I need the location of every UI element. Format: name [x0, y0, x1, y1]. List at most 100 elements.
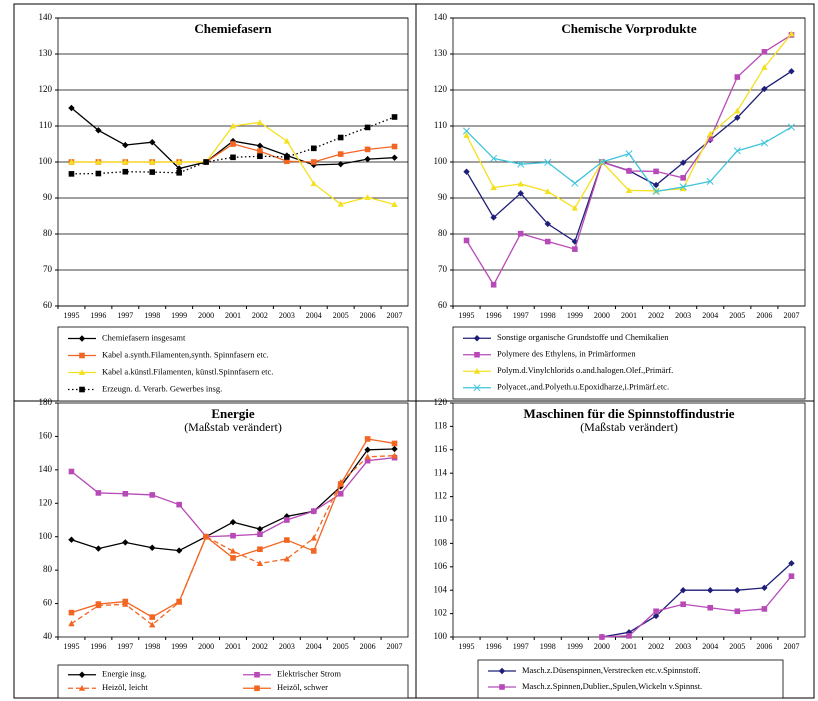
marker	[310, 534, 317, 541]
marker	[572, 246, 578, 252]
plot-area	[452, 402, 806, 638]
y-tick-label: 100	[434, 156, 448, 166]
x-tick-label: 2003	[279, 311, 295, 320]
y-tick-label: 90	[43, 192, 53, 202]
marker	[68, 104, 75, 112]
x-tick-label: 1997	[513, 642, 529, 651]
x-tick-label: 2001	[225, 642, 241, 651]
y-tick-label: 60	[43, 300, 53, 310]
x-tick-label: 2002	[252, 642, 268, 651]
marker	[122, 158, 129, 165]
marker	[79, 386, 85, 393]
marker	[473, 335, 481, 342]
marker	[68, 536, 75, 543]
x-tick-label: 2004	[306, 311, 322, 320]
y-tick-label: 104	[434, 584, 448, 594]
x-tick-label: 1996	[486, 642, 502, 651]
marker	[473, 384, 481, 392]
marker	[337, 481, 344, 487]
legend-label: Polym.d.Vinylchlorids o.and.halogen.Olef…	[497, 365, 673, 375]
x-tick-label: 2005	[333, 311, 349, 320]
marker	[284, 517, 290, 523]
y-tick-label: 116	[434, 444, 448, 454]
marker	[788, 573, 795, 579]
marker	[337, 200, 344, 207]
marker	[391, 114, 398, 120]
marker	[256, 525, 264, 533]
marker	[254, 685, 260, 692]
marker	[788, 68, 795, 75]
x-tick-label: 1996	[90, 311, 106, 320]
x-tick-label: 1997	[117, 311, 133, 320]
x-tick-label: 1995	[459, 311, 475, 320]
chart-title: Chemische Vorprodukte	[561, 21, 696, 36]
legend-label: Energie insg.	[102, 669, 147, 679]
marker	[517, 180, 524, 187]
y-tick-label: 100	[39, 531, 53, 541]
chart-title: Maschinen für die Spinnstoffindustrie	[523, 406, 734, 421]
marker	[652, 612, 660, 620]
y-tick-label: 100	[39, 156, 53, 166]
marker	[337, 490, 344, 497]
legend	[452, 326, 806, 400]
marker	[707, 130, 714, 137]
marker	[122, 141, 129, 149]
marker	[230, 532, 236, 539]
marker	[653, 168, 659, 175]
marker	[544, 188, 551, 195]
x-tick-label: 1996	[90, 642, 106, 651]
marker	[707, 604, 714, 611]
marker	[734, 107, 741, 114]
marker	[364, 453, 371, 460]
y-tick-label: 160	[39, 430, 53, 440]
marker	[787, 123, 796, 131]
marker	[229, 518, 237, 526]
x-tick-label: 1999	[567, 642, 583, 651]
y-tick-label: 118	[434, 420, 448, 430]
legend-label: Kabel a.synth.Filamenten,synth. Spinnfas…	[102, 349, 269, 359]
marker	[122, 539, 129, 546]
marker	[788, 30, 795, 37]
marker	[498, 667, 506, 675]
marker	[337, 160, 344, 168]
marker	[310, 145, 317, 152]
marker	[230, 555, 236, 561]
marker	[733, 147, 741, 155]
marker	[68, 171, 75, 177]
marker	[95, 127, 102, 134]
marker	[761, 584, 768, 592]
marker	[95, 170, 102, 177]
x-tick-label: 2005	[729, 311, 745, 320]
x-tick-label: 1998	[144, 311, 160, 320]
y-tick-label: 110	[434, 514, 448, 524]
x-tick-label: 1998	[540, 311, 556, 320]
marker	[364, 446, 371, 453]
x-tick-label: 2007	[783, 642, 799, 651]
y-tick-label: 114	[434, 467, 448, 477]
marker	[203, 533, 209, 540]
y-tick-label: 140	[39, 12, 53, 22]
x-tick-label: 1997	[513, 311, 529, 320]
chart-subtitle: (Maßstab verändert)	[580, 420, 678, 434]
marker	[149, 614, 156, 620]
y-tick-label: 112	[434, 491, 447, 501]
x-tick-label: 2000	[594, 642, 610, 651]
marker	[68, 468, 75, 475]
marker	[310, 180, 317, 187]
marker	[626, 633, 632, 639]
marker	[679, 183, 687, 191]
marker	[490, 154, 498, 162]
marker	[229, 137, 237, 145]
y-tick-label: 108	[434, 537, 448, 547]
marker	[256, 560, 264, 567]
marker	[680, 601, 686, 608]
marker	[284, 154, 290, 160]
marker	[734, 608, 741, 615]
marker	[149, 492, 156, 498]
marker	[284, 158, 290, 165]
y-tick-label: 120	[39, 84, 53, 94]
x-tick-label: 1999	[567, 311, 583, 320]
legend-label: Elektrischer Strom	[277, 669, 341, 679]
marker	[95, 158, 102, 165]
x-tick-label: 1995	[63, 311, 79, 320]
